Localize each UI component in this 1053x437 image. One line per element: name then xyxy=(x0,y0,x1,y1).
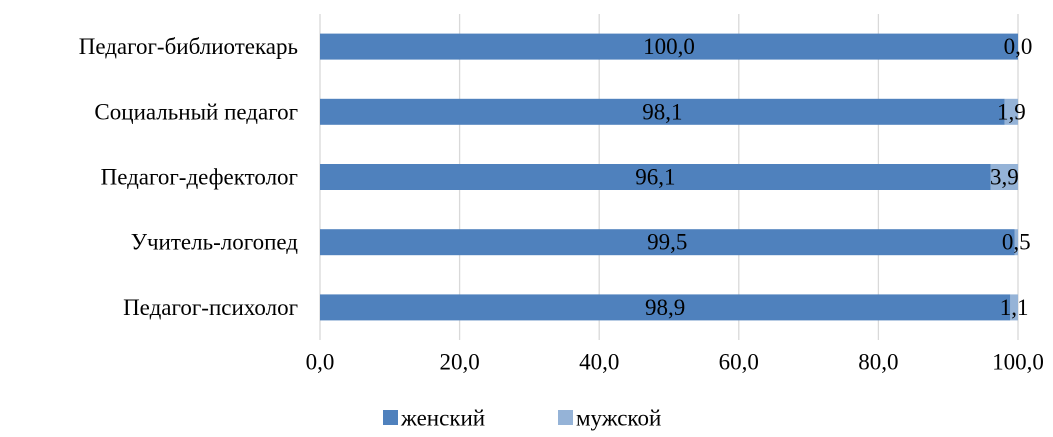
x-tick-label-5: 100,0 xyxy=(992,350,1044,375)
bar-female-3 xyxy=(320,98,1005,125)
data-label-male-4: 0,0 xyxy=(1004,34,1033,59)
data-label-male-0: 1,1 xyxy=(1000,295,1029,320)
bar-male-0 xyxy=(1010,294,1018,321)
data-label-female-4: 100,0 xyxy=(643,34,695,59)
data-label-female-2: 96,1 xyxy=(635,165,675,190)
x-tick-label-0: 0,0 xyxy=(306,350,335,375)
x-tick-label-1: 20,0 xyxy=(439,350,479,375)
category-label-4: Педагог-библиотекарь xyxy=(79,34,298,59)
category-label-2: Педагог-дефектолог xyxy=(101,165,298,190)
bar-female-4 xyxy=(320,33,1018,60)
data-label-female-1: 99,5 xyxy=(647,230,687,255)
legend-label-male: мужской xyxy=(576,406,661,431)
legend-swatch-male xyxy=(558,410,573,425)
data-label-female-0: 98,9 xyxy=(645,295,685,320)
bar-male-2 xyxy=(990,164,1018,190)
bar-female-2 xyxy=(320,164,991,190)
legend-swatch-female xyxy=(383,410,398,425)
data-label-male-3: 1,9 xyxy=(997,99,1026,124)
category-label-0: Педагог-психолог xyxy=(123,295,298,320)
bars xyxy=(320,33,1018,321)
data-label-female-3: 98,1 xyxy=(642,99,682,124)
bar-male-3 xyxy=(1004,98,1018,125)
x-tick-label-3: 60,0 xyxy=(719,350,759,375)
x-tick-labels: 0,0 20,0 40,0 60,0 80,0 100,0 xyxy=(306,350,1044,375)
category-label-1: Учитель-логопед xyxy=(131,230,299,255)
x-tick-label-4: 80,0 xyxy=(858,350,898,375)
data-label-male-1: 0,5 xyxy=(1002,230,1031,255)
category-labels: Педагог-психолог Учитель-логопед Педагог-д… xyxy=(79,34,299,320)
data-labels: 98,9 1,1 99,5 0,5 96,1 3,9 98,1 1,9 100,0 0,0 xyxy=(635,34,1032,320)
data-label-male-2: 3,9 xyxy=(990,165,1019,190)
bar-female-1 xyxy=(320,229,1015,256)
bar-male-1 xyxy=(1014,229,1018,256)
x-tick-label-2: 40,0 xyxy=(579,350,619,375)
category-label-3: Социальный педагог xyxy=(94,99,298,124)
legend: женский мужской xyxy=(383,406,661,431)
bar-female-0 xyxy=(320,294,1011,321)
legend-label-female: женский xyxy=(400,406,485,431)
